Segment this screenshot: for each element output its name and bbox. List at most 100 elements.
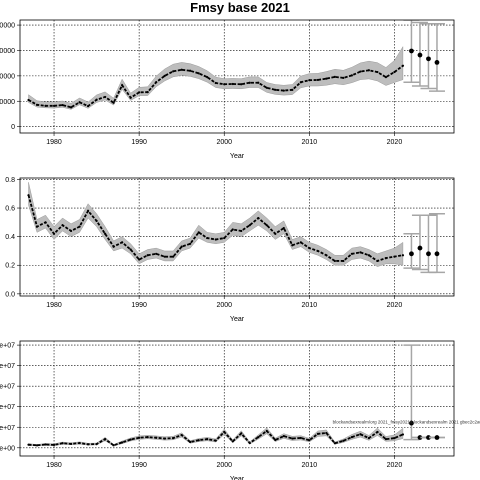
bottom-data-point [146, 436, 149, 439]
middle-data-point [342, 259, 345, 263]
middle-projection-point [434, 251, 440, 257]
middle-y-tick-label: 0.8 [5, 177, 15, 184]
bottom-data-point [189, 440, 192, 444]
top-plot-frame [19, 19, 455, 134]
bottom-x-axis-label: Year [230, 476, 245, 480]
bottom-data-point [27, 443, 30, 446]
top-data-point [393, 70, 396, 74]
bottom-x-tick-label: 1990 [131, 462, 147, 469]
bottom-data-point [325, 431, 328, 435]
top-data-point [129, 96, 132, 99]
bottom-data-point [291, 437, 294, 440]
bottom-data-point [69, 442, 73, 445]
middle-data-point [376, 259, 379, 263]
middle-data-point [333, 259, 336, 263]
bottom-data-point [240, 432, 243, 435]
bottom-data-point [35, 444, 39, 447]
bottom-data-point [367, 437, 371, 440]
middle-data-point [359, 251, 362, 254]
top-y-tick-label: 30000 [0, 48, 15, 55]
bottom-data-point [308, 439, 311, 442]
top-confidence-band [28, 45, 404, 110]
middle-x-tick-label: 1980 [46, 302, 62, 309]
bottom-data-point [52, 443, 56, 447]
top-data-point [155, 81, 158, 84]
bottom-data-point [163, 437, 166, 440]
bottom-data-point [299, 436, 302, 440]
middle-data-point [78, 225, 81, 228]
middle-data-point [274, 232, 277, 235]
bottom-data-point [342, 439, 345, 442]
top-data-point [376, 70, 379, 74]
middle-data-point [350, 252, 353, 255]
middle-data-point [95, 219, 98, 223]
middle-data-point [316, 249, 319, 253]
bottom-annotation: blockandsexrealm/org 2021_fmsy2021/block… [333, 420, 480, 425]
bottom-data-point [393, 437, 396, 440]
top-data-point [248, 81, 251, 84]
middle-data-point [146, 254, 149, 257]
bottom-x-tick-label: 2020 [387, 462, 403, 469]
middle-x-tick-label: 2010 [302, 302, 318, 309]
bottom-data-point [359, 433, 362, 436]
bottom-data-point [129, 438, 132, 441]
middle-data-point [248, 224, 251, 227]
middle-data-point [61, 224, 64, 227]
bottom-projection-point [409, 420, 414, 426]
middle-data-point [393, 255, 396, 258]
bottom-y-tick-label: 4e+07 [0, 363, 15, 370]
middle-data-point [223, 236, 226, 240]
top-data-point [206, 76, 209, 79]
bottom-data-point [61, 442, 64, 445]
top-x-tick-label: 1980 [46, 139, 62, 146]
bottom-y-tick-label: 0e+00 [0, 445, 15, 452]
top-data-point [146, 91, 149, 94]
bottom-data-point [180, 433, 183, 437]
panel-bottom: 1980 1990 2000 2010 2020 0e+00 1e+07 2e+07 3e+07… [0, 340, 480, 480]
bottom-data-point [274, 438, 277, 442]
bottom-x-tick-label: 1980 [46, 462, 62, 469]
middle-y-tick-label: 0.2 [5, 263, 15, 270]
middle-data-point [206, 236, 209, 240]
bottom-data-point [257, 436, 260, 439]
top-x-tick-label: 2020 [387, 139, 403, 146]
bottom-data-point [282, 434, 285, 438]
middle-x-tick-label: 2000 [216, 302, 232, 309]
top-data-point [240, 83, 243, 86]
middle-data-point [214, 238, 217, 241]
bottom-projection-point [434, 435, 440, 440]
middle-data-point [282, 226, 285, 230]
top-data-point [138, 91, 141, 94]
middle-data-point [112, 245, 115, 248]
top-data-point [274, 88, 277, 91]
middle-data-point [265, 224, 268, 227]
middle-data-point [86, 209, 90, 212]
middle-data-point [163, 255, 166, 258]
bottom-data-point [350, 436, 353, 439]
middle-data-point [180, 245, 183, 248]
bottom-data-point [112, 444, 115, 447]
bottom-data-point [206, 438, 209, 441]
top-projection-point [434, 60, 440, 65]
top-data-point [342, 76, 345, 79]
middle-data-point [121, 241, 124, 244]
bottom-data-point [316, 432, 319, 435]
bottom-data-point [265, 429, 268, 433]
bottom-y-tick-label: 1e+07 [0, 425, 15, 432]
top-data-point [197, 72, 200, 75]
top-data-point [350, 74, 353, 77]
top-x-tick-label: 2000 [216, 139, 232, 146]
bottom-data-point [103, 438, 107, 441]
top-x-axis-label: Year [230, 153, 245, 160]
top-data-point [325, 77, 328, 80]
top-data-point [257, 81, 260, 84]
bottom-data-point [44, 443, 47, 446]
bottom-data-point [223, 430, 226, 434]
top-y-tick-label: 40000 [0, 23, 15, 30]
bottom-y-tick-label: 2e+07 [0, 404, 15, 411]
panel-middle: 1980 1990 2000 2010 2020 0.0 0.2 0.4 0.6 0.8 Year [5, 177, 455, 323]
top-data-point [121, 84, 124, 87]
top-data-point [316, 78, 319, 82]
